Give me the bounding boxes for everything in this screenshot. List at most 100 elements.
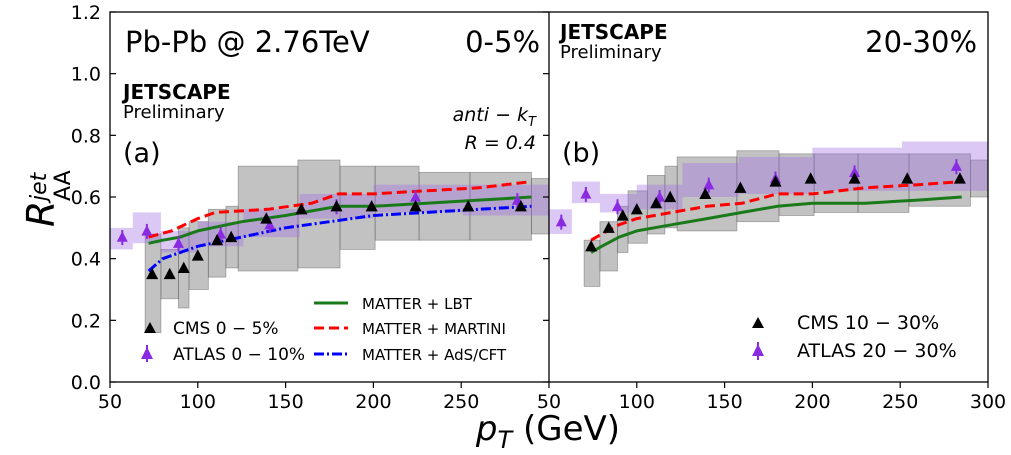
- cms-point: [211, 233, 224, 246]
- legend-cms-label-b: CMS 10 − 30%: [797, 312, 939, 334]
- y-tick-label: 1.2: [71, 2, 101, 24]
- cms-point: [630, 203, 643, 215]
- legend-cms-label-a: CMS 0 − 5%: [173, 319, 279, 339]
- atlas-point: [849, 166, 861, 178]
- cms-point: [163, 267, 176, 280]
- atlas-point: [116, 231, 128, 242]
- atlas-point: [580, 188, 592, 199]
- atlas-sys-box: [682, 163, 739, 197]
- series-martini-line: [148, 180, 532, 239]
- cms-point: [295, 203, 308, 215]
- series-lbt-line: [148, 195, 532, 245]
- svg-text:R: R: [19, 201, 63, 227]
- svg-text:AA: AA: [51, 170, 76, 201]
- y-tick-label: 0.0: [71, 372, 101, 394]
- cms-point: [365, 199, 378, 212]
- collab-label-a: JETSCAPE: [121, 80, 231, 104]
- x-tick-label: 250: [882, 391, 918, 413]
- x-tick-label: 200: [355, 391, 391, 413]
- x-tick-label: 100: [619, 391, 655, 413]
- cms-point: [514, 199, 527, 212]
- axes: 0.0 0.2 0.4 0.6 0.8 1.0 1.2 50 100 150 200 250 50 100…: [71, 2, 1006, 413]
- cms-point: [330, 199, 343, 212]
- legend-cms-marker-a: [144, 322, 156, 333]
- cms-point: [146, 267, 159, 280]
- panel-b-marks: [549, 141, 988, 287]
- cms-sys-box: [144, 233, 162, 334]
- cms-point: [769, 175, 782, 187]
- legend-cms-marker-b: [752, 317, 764, 328]
- panel-a-data: [110, 159, 549, 334]
- cms-point: [191, 249, 204, 261]
- x-tick-label: 50: [98, 391, 122, 413]
- series-ads-line: [147, 204, 532, 273]
- legend-atlas-label-b: ATLAS 20 − 30%: [797, 340, 957, 362]
- cms-sys-box: [297, 159, 341, 269]
- atlas-point: [141, 225, 153, 236]
- legend-atlas-marker-b: [752, 344, 764, 356]
- cms-point: [462, 199, 475, 212]
- x-tick-label: 150: [706, 391, 742, 413]
- x-tick-label: 300: [970, 391, 1006, 413]
- centrality-label-b: 20-30%: [865, 25, 977, 59]
- series-martini-line: [590, 180, 962, 242]
- legend-atlas-label-a: ATLAS 0 − 10%: [173, 345, 305, 365]
- radius-label: R = 0.4: [465, 132, 536, 154]
- y-tick-label: 0.2: [71, 310, 101, 332]
- x-tick-label: 200: [794, 391, 830, 413]
- panel-b-data: [549, 141, 988, 287]
- centrality-label-a: 0-5%: [465, 25, 540, 59]
- cms-point: [734, 181, 747, 193]
- atlas-point: [950, 160, 962, 171]
- panel-tag-b: (b): [562, 138, 600, 169]
- cms-point: [699, 187, 712, 200]
- x-tick-label: 100: [180, 391, 216, 413]
- legend-atlas-marker-a: [141, 347, 153, 359]
- y-axis-title: R jet AA: [19, 170, 76, 227]
- y-tick-label: 0.8: [71, 125, 101, 147]
- cms-point: [225, 230, 238, 243]
- cms-point: [616, 209, 629, 221]
- cms-point: [585, 240, 598, 252]
- cms-sys-box: [531, 178, 549, 235]
- cms-point: [260, 212, 273, 224]
- cms-point: [177, 261, 190, 274]
- cms-point: [953, 172, 966, 184]
- cms-sys-box: [970, 159, 988, 198]
- x-axis-title: pT (GeV): [475, 409, 620, 454]
- cms-point: [409, 199, 422, 212]
- x-tick-label: 150: [267, 391, 303, 413]
- x-tick-label: 50: [537, 391, 561, 413]
- x-tick-label: 250: [443, 391, 479, 413]
- system-label: Pb-Pb @ 2.76TeV: [125, 25, 370, 59]
- legend-lbt-label: MATTER + LBT: [362, 295, 473, 313]
- cms-point: [602, 221, 615, 233]
- atlas-point: [555, 215, 567, 227]
- prelim-label-a: Preliminary: [123, 102, 225, 123]
- atlas-sys-box: [812, 147, 902, 191]
- cms-point: [804, 172, 817, 184]
- algo-label: anti − kT: [453, 104, 537, 130]
- collab-label-b: JETSCAPE: [558, 20, 668, 44]
- y-tick-label: 0.6: [71, 187, 101, 209]
- atlas-point: [172, 237, 184, 248]
- y-tick-label: 0.4: [71, 249, 101, 271]
- atlas-point: [703, 178, 715, 190]
- cms-sys-box: [418, 171, 471, 241]
- atlas-point: [611, 200, 623, 211]
- atlas-point: [410, 191, 422, 202]
- panel-a-marks: [110, 159, 549, 334]
- prelim-label-b: Preliminary: [560, 42, 662, 63]
- cms-point: [901, 172, 914, 184]
- y-tick-label: 1.0: [71, 64, 101, 86]
- atlas-point: [264, 218, 276, 230]
- legend-martini-label: MATTER + MARTINI: [362, 320, 506, 338]
- cms-point: [650, 196, 663, 209]
- cms-point: [848, 172, 861, 184]
- legend-ads-label: MATTER + AdS/CFT: [362, 346, 507, 364]
- svg-text:jet: jet: [27, 171, 52, 204]
- panel-tag-a: (a): [123, 138, 161, 169]
- cms-point: [664, 190, 677, 203]
- series-lbt-line: [590, 195, 962, 254]
